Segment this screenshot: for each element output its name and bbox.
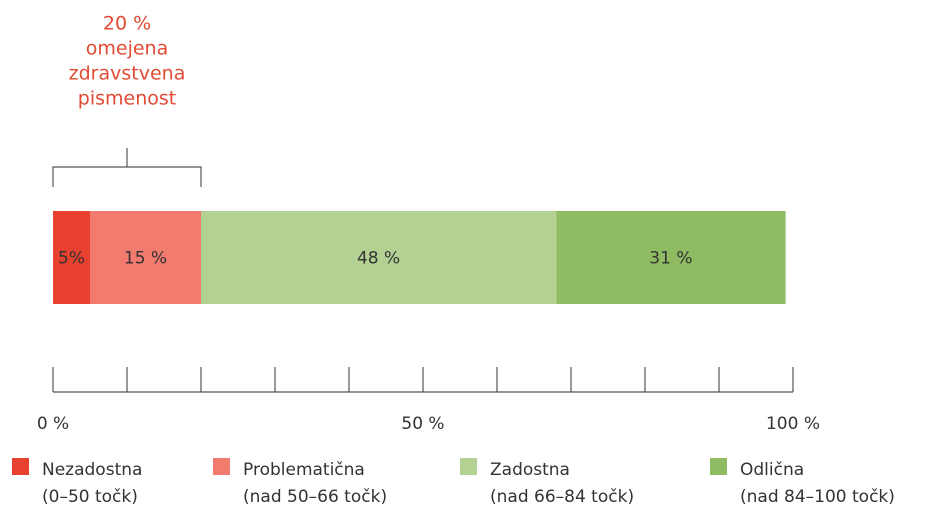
annotation-text: 20 %: [103, 13, 151, 35]
legend-description: (nad 66–84 točk): [490, 487, 634, 507]
bar-segment: [90, 211, 201, 304]
legend-label: Zadostna: [490, 460, 570, 480]
legend-label: Nezadostna: [42, 460, 142, 480]
x-tick-label: 100 %: [766, 414, 820, 434]
bar-segment: [556, 211, 786, 304]
value-label: 15 %: [124, 249, 167, 269]
legend-description: (nad 84–100 točk): [740, 487, 895, 507]
bar-segment: [201, 211, 557, 304]
value-label: 48 %: [357, 249, 400, 269]
x-tick-label: 50 %: [401, 414, 444, 434]
legend-swatch: [460, 458, 477, 475]
value-label: 5%: [58, 249, 85, 269]
legend-description: (0–50 točk): [42, 487, 138, 507]
bar-segment: [53, 211, 90, 304]
legend-swatch: [213, 458, 230, 475]
x-tick-label: 0 %: [37, 414, 69, 434]
annotation-text: pismenost: [78, 88, 176, 110]
annotation-text: omejena: [86, 38, 168, 60]
legend-description: (nad 50–66 točk): [243, 487, 387, 507]
legend-swatch: [12, 458, 29, 475]
value-label: 31 %: [649, 249, 692, 269]
legend-label: Odlična: [740, 460, 804, 480]
annotation-text: zdravstvena: [69, 63, 186, 85]
legend-swatch: [710, 458, 727, 475]
legend-label: Problematična: [243, 460, 365, 480]
bracket: [52, 148, 202, 187]
